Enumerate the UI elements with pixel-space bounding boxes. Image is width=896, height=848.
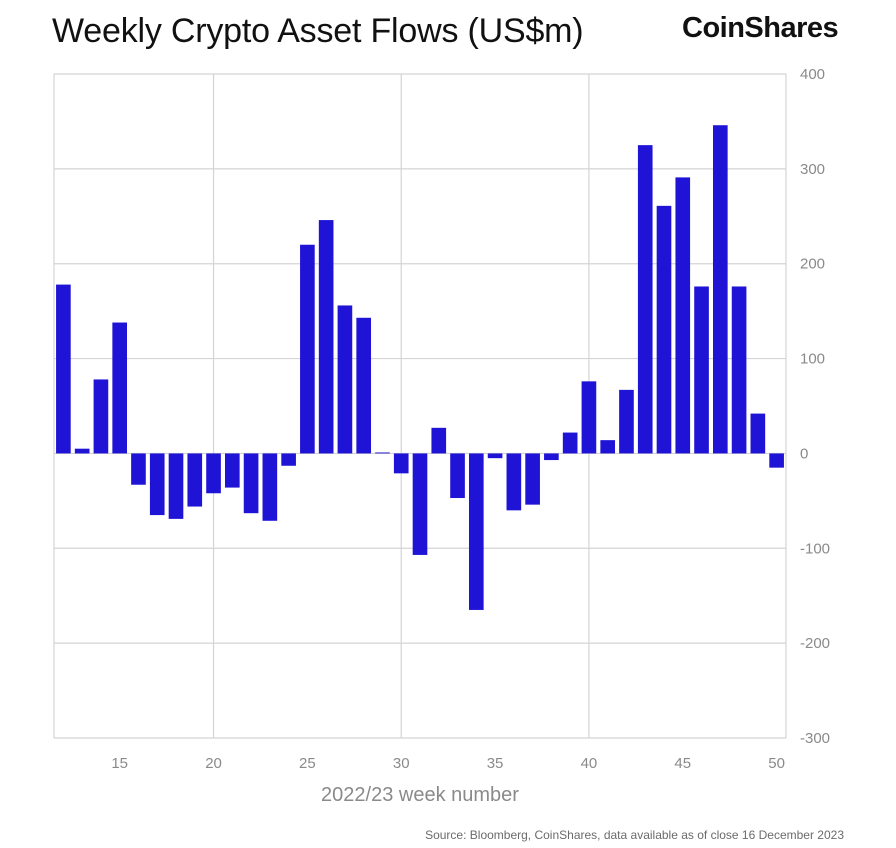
x-tick-label: 20: [205, 755, 222, 772]
y-tick-label: 0: [800, 445, 808, 462]
x-tick-label: 40: [581, 755, 598, 772]
bar-week-20: [206, 453, 221, 494]
brand-logo: CoinShares: [682, 12, 839, 44]
bar-week-41: [600, 440, 616, 454]
bar-week-40: [581, 381, 597, 454]
bar-week-47: [712, 125, 728, 454]
x-tick-label: 25: [299, 755, 316, 772]
y-tick-label: -200: [800, 635, 830, 652]
y-tick-label: 100: [800, 351, 825, 368]
bar-week-49: [750, 413, 766, 454]
bar-week-30: [393, 453, 409, 474]
source-note: Source: Bloomberg, CoinShares, data avai…: [425, 828, 844, 842]
bar-week-45: [675, 177, 691, 454]
x-tick-labels: 15 20 25 30 35 40 45 50: [111, 755, 785, 772]
y-tick-label: 200: [800, 256, 825, 273]
bar-week-48: [731, 286, 747, 454]
bars: [56, 125, 784, 610]
bar-week-39: [562, 432, 578, 454]
bar-week-35: [487, 453, 503, 459]
bar-week-26: [318, 220, 334, 454]
bar-week-18: [168, 453, 184, 519]
bar-week-50: [769, 453, 784, 468]
y-tick-labels: 400 300 200 100 0 -100 -200 -300: [800, 66, 830, 747]
bar-week-16: [131, 453, 146, 485]
bar-week-19: [187, 453, 203, 507]
bar-week-13: [74, 448, 90, 454]
bar-week-25: [300, 244, 315, 454]
y-tick-label: 400: [800, 66, 825, 83]
x-axis-label: 2022/23 week number: [321, 784, 519, 806]
bar-week-46: [694, 286, 709, 454]
bar-week-33: [450, 453, 465, 499]
bar-week-12: [56, 284, 71, 454]
bar-week-34: [468, 453, 484, 610]
bar-week-21: [224, 453, 240, 488]
bar-week-15: [112, 322, 128, 454]
x-tick-label: 45: [674, 755, 691, 772]
bar-week-29: [375, 452, 390, 454]
bar-week-22: [243, 453, 259, 514]
y-tick-label: -100: [800, 540, 830, 557]
y-tick-label: 300: [800, 161, 825, 178]
bar-week-31: [412, 453, 428, 555]
x-tick-label: 30: [393, 755, 410, 772]
bar-week-37: [525, 453, 540, 505]
bar-week-32: [431, 427, 447, 454]
bar-week-23: [262, 453, 278, 521]
bar-week-42: [619, 389, 634, 454]
bar-week-43: [637, 145, 653, 454]
y-tick-label: -300: [800, 730, 830, 747]
bar-week-28: [356, 317, 372, 454]
bar-week-14: [93, 379, 109, 454]
x-tick-label: 15: [111, 755, 128, 772]
bar-week-24: [281, 453, 296, 466]
bar-week-36: [506, 453, 522, 511]
bar-week-17: [149, 453, 165, 516]
x-tick-label: 35: [487, 755, 504, 772]
chart-title: Weekly Crypto Asset Flows (US$m): [52, 12, 584, 50]
bar-week-38: [544, 453, 559, 461]
bar-week-44: [656, 205, 672, 454]
x-tick-label: 50: [768, 755, 785, 772]
bar-week-27: [337, 305, 353, 454]
